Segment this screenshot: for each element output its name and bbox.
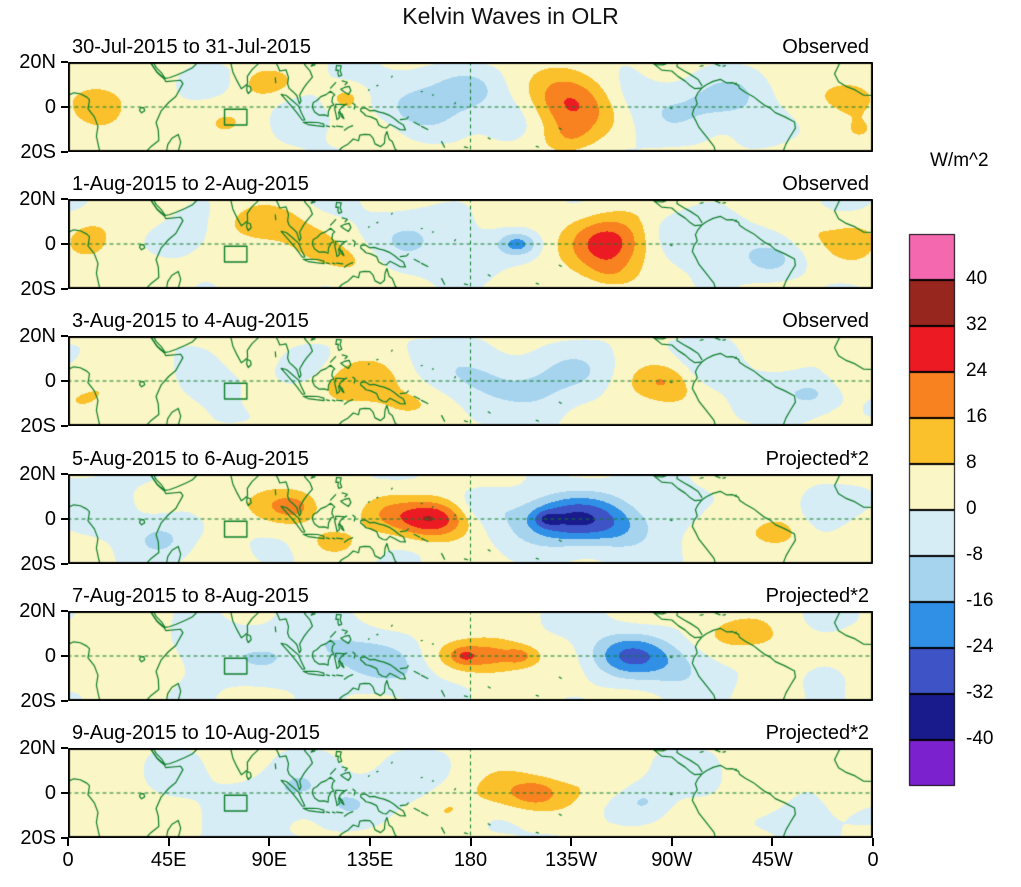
- colorbar-tick-label: 8: [966, 452, 977, 473]
- panel-5-y-tick-label: 20S: [20, 690, 56, 712]
- x-tick-mark: [670, 838, 673, 846]
- panel-2-y-tick-label: 20N: [19, 188, 56, 210]
- panel-3-y-tick-label: 20S: [20, 415, 56, 437]
- panel-4-type-label: Projected*2: [765, 448, 869, 470]
- panel-4-y-tick-label: 20N: [19, 463, 56, 485]
- colorbar-tick-label: -16: [966, 590, 994, 611]
- panel-4-y-tick-label: 20S: [20, 553, 56, 575]
- y-tick-mark: [61, 151, 68, 153]
- y-tick-mark: [61, 792, 68, 794]
- colorbar-tick-label: 16: [966, 406, 988, 427]
- x-tick-mark: [570, 838, 573, 846]
- colorbar-tick-label: -24: [966, 636, 994, 657]
- x-tick-label: 135W: [545, 849, 598, 871]
- x-tick-label: 45W: [751, 849, 793, 871]
- x-tick-label: 90E: [251, 849, 288, 871]
- x-tick-mark: [469, 838, 472, 846]
- panel-1-type-label: Observed: [782, 36, 869, 58]
- x-tick-mark: [368, 838, 371, 846]
- x-tick-label: 45E: [150, 849, 187, 871]
- x-tick-label: 90W: [651, 849, 693, 871]
- x-tick-mark: [872, 838, 874, 846]
- y-tick-mark: [61, 61, 68, 63]
- y-tick-mark: [61, 610, 68, 612]
- x-tick-label: 180: [453, 849, 488, 871]
- y-tick-mark: [61, 747, 68, 749]
- colorbar-tick-label: 0: [966, 498, 977, 519]
- panel-6-y-tick-label: 20N: [19, 737, 56, 759]
- panel-4-map-canvas: [68, 474, 873, 564]
- panel-2-type-label: Observed: [782, 173, 869, 195]
- y-tick-mark: [61, 518, 68, 520]
- colorbar-canvas: [908, 233, 956, 787]
- panel-2-date-range: 1-Aug-2015 to 2-Aug-2015: [72, 173, 309, 195]
- panel-3-y-tick-label: 0: [44, 370, 56, 392]
- panel-5-y-tick-label: 20N: [19, 600, 56, 622]
- y-tick-mark: [61, 243, 68, 245]
- colorbar-tick-label: -32: [966, 682, 994, 703]
- panel-1-y-tick-label: 20N: [19, 51, 56, 73]
- panel-6-map-canvas: [68, 748, 873, 838]
- x-tick-label: 0: [62, 849, 74, 871]
- y-tick-mark: [61, 106, 68, 108]
- panel-1-date-range: 30-Jul-2015 to 31-Jul-2015: [72, 36, 312, 58]
- panel-5-type-label: Projected*2: [765, 585, 869, 607]
- y-tick-mark: [61, 288, 68, 290]
- panel-6-y-tick-label: 20S: [20, 827, 56, 849]
- y-tick-mark: [61, 335, 68, 337]
- panel-3-map-canvas: [68, 336, 873, 426]
- panel-6-y-tick-label: 0: [44, 782, 56, 804]
- figure-title: Kelvin Waves in OLR: [402, 3, 619, 29]
- panel-3-y-tick-label: 20N: [19, 325, 56, 347]
- x-tick-mark: [771, 838, 774, 846]
- y-tick-mark: [61, 563, 68, 565]
- colorbar-tick-label: 24: [966, 360, 988, 381]
- x-tick-label: 135E: [346, 849, 394, 871]
- panel-4-date-range: 5-Aug-2015 to 6-Aug-2015: [72, 448, 309, 470]
- panel-3-date-range: 3-Aug-2015 to 4-Aug-2015: [72, 310, 309, 332]
- x-tick-mark: [167, 838, 170, 846]
- panel-5-date-range: 7-Aug-2015 to 8-Aug-2015: [72, 585, 309, 607]
- colorbar-tick-label: 40: [966, 268, 988, 289]
- y-tick-mark: [61, 655, 68, 657]
- colorbar-tick-label: -8: [966, 544, 983, 565]
- y-tick-mark: [61, 837, 68, 839]
- panel-6-date-range: 9-Aug-2015 to 10-Aug-2015: [72, 722, 320, 744]
- colorbar-tick-label: 32: [966, 314, 988, 335]
- y-tick-mark: [61, 198, 68, 200]
- panel-6-type-label: Projected*2: [765, 722, 869, 744]
- y-tick-mark: [61, 425, 68, 427]
- panel-5-y-tick-label: 0: [44, 645, 56, 667]
- y-tick-mark: [61, 473, 68, 475]
- y-tick-mark: [61, 700, 68, 702]
- panel-5-map-canvas: [68, 611, 873, 701]
- x-tick-label: 0: [867, 849, 879, 871]
- x-tick-mark: [67, 838, 69, 846]
- panel-4-y-tick-label: 0: [44, 508, 56, 530]
- panel-2-map-canvas: [68, 199, 873, 289]
- panel-1-y-tick-label: 0: [44, 96, 56, 118]
- panel-1-map-canvas: [68, 62, 873, 152]
- panel-2-y-tick-label: 20S: [20, 278, 56, 300]
- colorbar-unit-label: W/m^2: [930, 150, 989, 171]
- panel-2-y-tick-label: 0: [44, 233, 56, 255]
- colorbar-tick-label: -40: [966, 728, 994, 749]
- panel-3-type-label: Observed: [782, 310, 869, 332]
- x-tick-mark: [268, 838, 271, 846]
- y-tick-mark: [61, 380, 68, 382]
- panel-1-y-tick-label: 20S: [20, 141, 56, 163]
